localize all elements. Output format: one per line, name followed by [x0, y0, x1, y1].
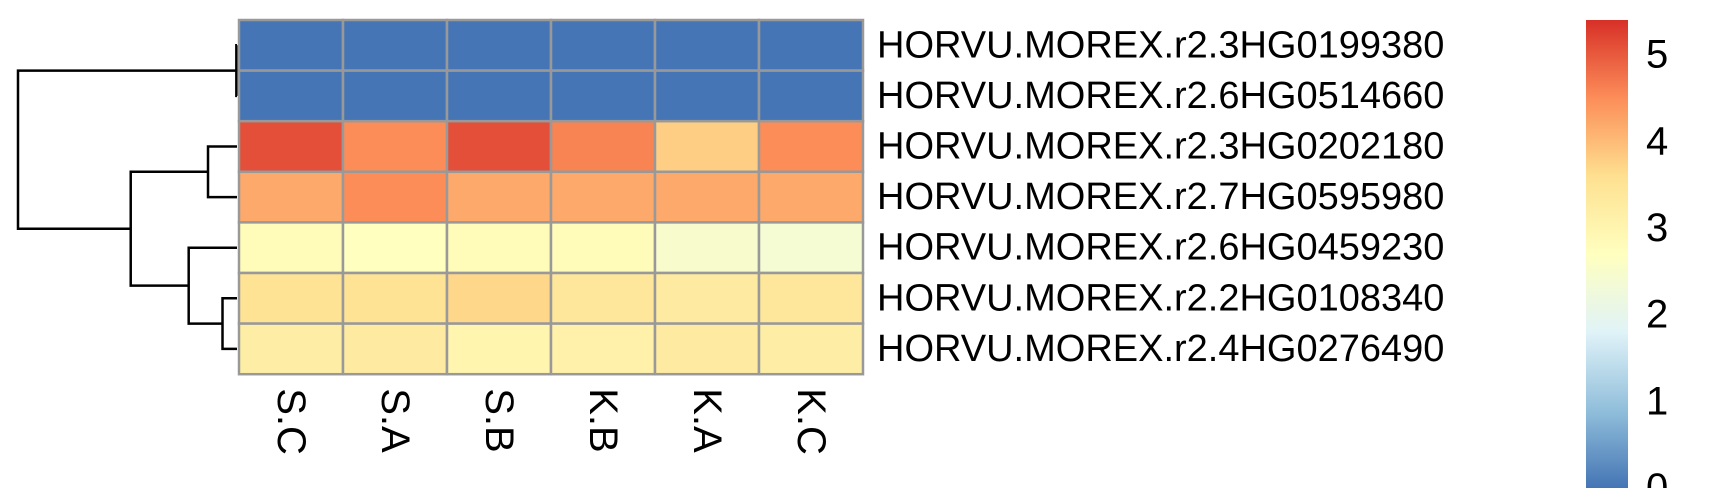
heatmap-cell [653, 322, 761, 376]
heatmap-cells [237, 18, 865, 376]
heatmap-cell [549, 322, 657, 376]
dendrogram-branch [221, 297, 237, 351]
dendrogram-branch [129, 170, 209, 287]
dendrogram-branch [16, 69, 237, 230]
dendrogram-branch [206, 145, 237, 199]
legend-tick-label: 2 [1646, 293, 1668, 337]
column-label: K.A [685, 388, 729, 453]
heatmap-cell [549, 119, 657, 174]
column-label: S.B [477, 388, 521, 452]
heatmap-cell [757, 221, 865, 275]
column-label: S.C [269, 388, 313, 455]
heatmap-cell [341, 271, 449, 325]
heatmap-cell [237, 322, 345, 376]
row-label: HORVU.MOREX.r2.3HG0199380 [877, 24, 1444, 66]
heatmap-cell [653, 18, 761, 72]
heatmap-cell [653, 170, 761, 224]
heatmap-cell [341, 170, 449, 224]
heatmap-cell [549, 69, 657, 123]
heatmap-cell [757, 322, 865, 376]
heatmap-cell [549, 170, 657, 224]
heatmap-cell [237, 271, 345, 325]
heatmap-cell [445, 271, 553, 325]
heatmap-cell [237, 18, 345, 72]
row-dendrogram [16, 44, 238, 351]
heatmap-cell [549, 271, 657, 325]
legend-tick-label: 5 [1646, 33, 1668, 77]
heatmap-cell [341, 119, 449, 174]
legend-tick-label: 3 [1646, 206, 1668, 250]
dendrogram-branch [187, 246, 237, 325]
heatmap-cell [757, 69, 865, 123]
heatmap-cell [341, 69, 449, 123]
legend-tick-label: 4 [1646, 119, 1668, 163]
heatmap-cell [757, 18, 865, 72]
row-label: HORVU.MOREX.r2.4HG0276490 [877, 328, 1444, 370]
row-label: HORVU.MOREX.r2.2HG0108340 [877, 277, 1444, 319]
legend-color-bar [1586, 20, 1628, 488]
heatmap-cell [341, 322, 449, 376]
heatmap-cell [653, 271, 761, 325]
column-label: K.B [581, 388, 625, 452]
column-label: K.C [789, 388, 833, 455]
row-labels: HORVU.MOREX.r2.3HG0199380 HORVU.MOREX.r2.… [877, 24, 1444, 370]
heatmap-cell [445, 221, 553, 275]
heatmap-cell [445, 170, 553, 224]
dendrogram-branch [235, 44, 238, 98]
row-label: HORVU.MOREX.r2.6HG0514660 [877, 75, 1444, 117]
heatmap-cell [653, 69, 761, 123]
heatmap-cell [237, 119, 345, 174]
heatmap-cell [757, 170, 865, 224]
heatmap-cell [341, 221, 449, 275]
heatmap-cell [757, 119, 865, 174]
heatmap-cell [341, 18, 449, 72]
heatmap-cell [445, 322, 553, 376]
heatmap-cell [237, 170, 345, 224]
column-labels: S.C S.A S.B K.B K.A K.C [269, 388, 833, 455]
heatmap-cell [237, 221, 345, 275]
heatmap-cell [237, 69, 345, 123]
heatmap-cell [549, 221, 657, 275]
row-label: HORVU.MOREX.r2.6HG0459230 [877, 227, 1444, 269]
color-legend: 0 1 2 3 4 5 [1586, 20, 1668, 488]
heatmap-cell [757, 271, 865, 325]
legend-tick-label: 1 [1646, 379, 1668, 423]
row-label: HORVU.MOREX.r2.7HG0595980 [877, 176, 1444, 218]
row-label: HORVU.MOREX.r2.3HG0202180 [877, 126, 1444, 168]
heatmap-cell [445, 119, 553, 174]
legend-tick-label: 0 [1646, 466, 1668, 488]
heatmap-cell [549, 18, 657, 72]
column-label: S.A [373, 388, 417, 453]
heatmap-cell [653, 221, 761, 275]
heatmap-cell [445, 18, 553, 72]
heatmap-cell [445, 69, 553, 123]
heatmap-cell [653, 119, 761, 174]
